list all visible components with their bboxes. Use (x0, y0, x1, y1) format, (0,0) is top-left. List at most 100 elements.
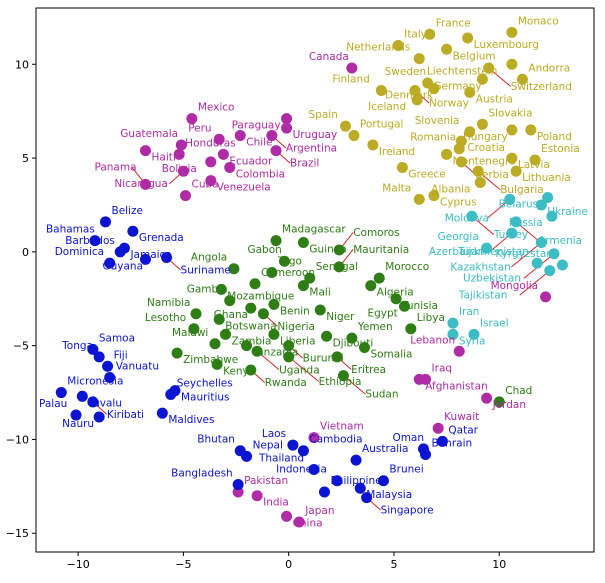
point-label: Oman (392, 432, 424, 444)
point-label: Vietnam (320, 421, 364, 433)
point-label: Israel (480, 317, 509, 329)
x-tick-label: −5 (175, 558, 191, 571)
point-label: Belgium (453, 50, 496, 62)
point-label: Dominica (55, 246, 104, 258)
point-marker (297, 445, 309, 457)
point-label: Pakistan (244, 475, 288, 487)
point-marker (476, 118, 488, 130)
label-arrow (519, 270, 551, 296)
point-marker (354, 482, 366, 494)
point-marker (337, 370, 349, 382)
point-label: Croatia (467, 142, 505, 154)
point-marker (506, 124, 518, 136)
point-label: Iceland (368, 101, 406, 113)
point-marker (544, 265, 556, 277)
point-marker (232, 478, 244, 490)
point-marker (367, 139, 379, 151)
point-label: Namibia (147, 297, 190, 309)
point-label: Palau (39, 398, 67, 410)
point-marker (441, 43, 453, 55)
point-label: China (293, 517, 323, 529)
point-marker (441, 148, 453, 160)
point-label: Ghana (214, 309, 248, 321)
point-marker (510, 165, 522, 177)
point-label: Georgia (438, 231, 479, 243)
point-label: Austria (476, 93, 513, 105)
point-label: Somalia (370, 349, 412, 361)
point-marker (453, 345, 465, 357)
point-marker (506, 58, 518, 70)
point-label: Honduras (185, 137, 236, 149)
point-marker (89, 235, 101, 247)
point-label: Cuba (192, 179, 219, 191)
point-marker (318, 486, 330, 498)
axis-ticks: −10 −5 0 5 10 −15 −10 −5 0 5 10 (6, 58, 506, 571)
point-label: Spain (309, 109, 338, 121)
point-marker (139, 253, 151, 265)
point-label: Philippines (330, 475, 387, 487)
point-marker (546, 210, 558, 222)
point-label: Burundi (303, 353, 344, 365)
point-label: Zambia (232, 335, 272, 347)
point-label: Germany (433, 80, 481, 92)
point-label: Fiji (114, 349, 128, 361)
point-label: Japan (304, 505, 334, 517)
point-marker (358, 342, 370, 354)
point-marker (390, 293, 402, 305)
point-marker (213, 313, 225, 325)
y-tick-label: −10 (6, 433, 29, 446)
point-label: Haiti (151, 152, 175, 164)
point-label: Uzbekistan (463, 273, 521, 285)
point-marker (308, 432, 320, 444)
point-label: Bolivia (162, 163, 197, 175)
point-label: Uganda (279, 364, 320, 376)
point-marker (228, 263, 240, 275)
point-label: Nepal (253, 439, 283, 451)
point-marker (548, 248, 560, 260)
point-label: Italy (404, 29, 427, 41)
point-marker (331, 351, 343, 363)
point-label: Venezuela (217, 182, 271, 194)
point-marker (556, 259, 568, 271)
y-tick-label: 5 (22, 152, 29, 165)
point-label: India (263, 497, 289, 509)
point-label: Cyprus (440, 197, 477, 209)
point-marker (333, 261, 345, 273)
point-label: Netherlands (346, 42, 410, 54)
point-label: Iraq (432, 362, 453, 374)
point-marker (346, 62, 358, 74)
point-marker (304, 272, 316, 284)
point-label: Colombia (236, 168, 285, 180)
point-marker (211, 358, 223, 370)
point-label: Laos (262, 428, 286, 440)
point-marker (177, 165, 189, 177)
point-marker (481, 242, 493, 254)
point-label: Rwanda (265, 377, 307, 389)
point-marker (464, 126, 476, 138)
point-marker (186, 113, 198, 125)
point-label: Vanuatu (116, 361, 159, 373)
point-marker (188, 323, 200, 335)
point-label: Tonga (61, 340, 93, 352)
point-label: Switzerland (511, 81, 572, 93)
data-points (55, 26, 568, 528)
point-marker (241, 450, 253, 462)
point-label: Bahamas (46, 224, 95, 236)
point-marker (413, 373, 425, 385)
point-marker (104, 372, 116, 384)
point-label: Brazil (290, 158, 319, 170)
point-label: Romania (410, 132, 456, 144)
point-label: Canada (309, 51, 349, 63)
point-label: Guatemala (120, 128, 178, 140)
point-marker (93, 351, 105, 363)
point-marker (70, 409, 82, 421)
plot-frame (35, 7, 595, 553)
point-label: Tajikistan (458, 290, 508, 302)
point-marker (506, 26, 518, 38)
point-label: Barbados (65, 235, 115, 247)
point-label: Mongolia (491, 280, 539, 292)
point-marker (516, 73, 528, 85)
point-marker (114, 246, 126, 258)
